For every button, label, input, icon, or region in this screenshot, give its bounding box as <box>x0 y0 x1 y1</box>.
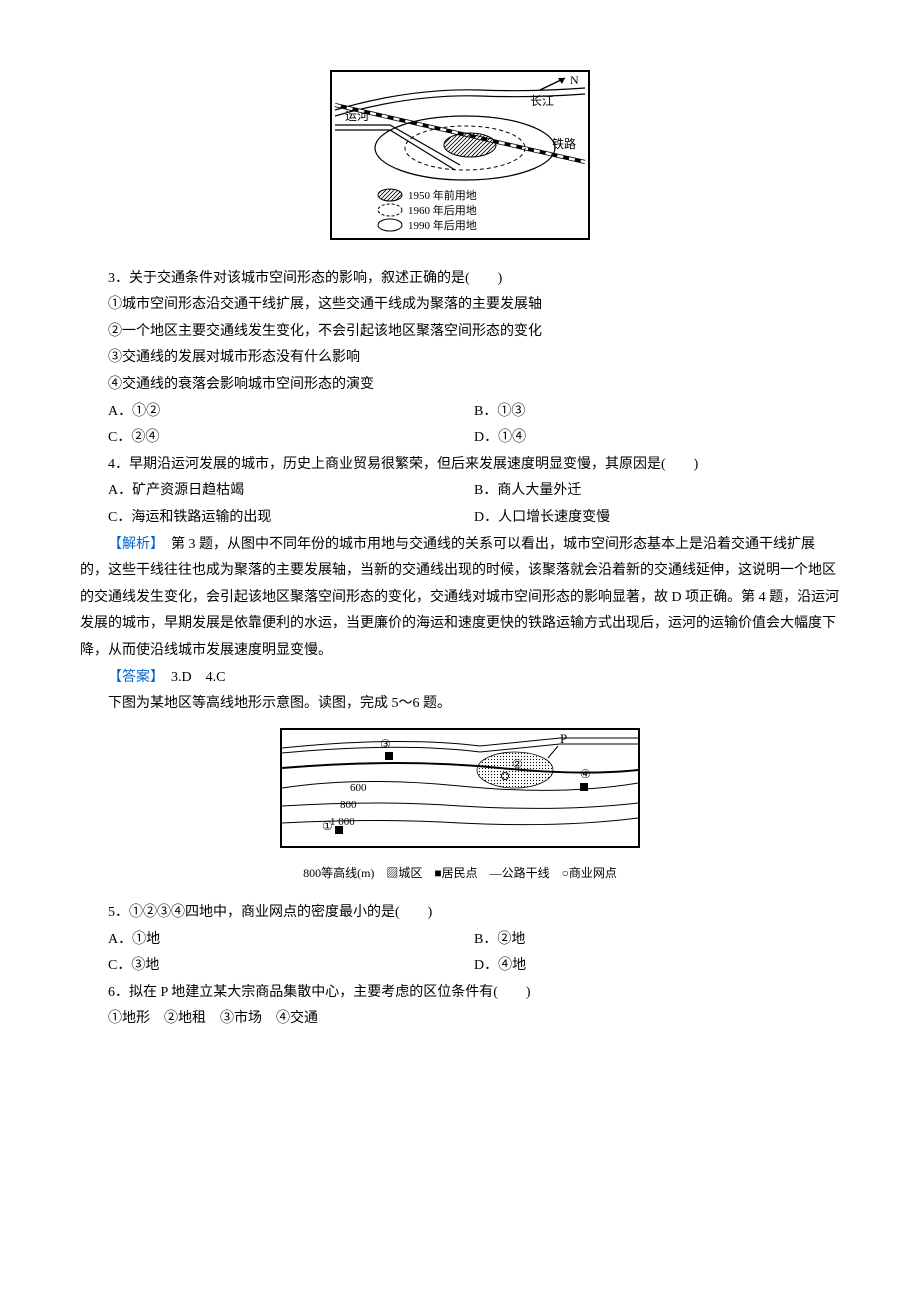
q5-optD: D．④地 <box>474 953 840 980</box>
q3-optB: B．①③ <box>474 399 840 426</box>
svg-text:P: P <box>560 731 567 746</box>
analysis-block: 【解析】 第 3 题，从图中不同年份的城市用地与交通线的关系可以看出，城市空间形… <box>80 532 840 665</box>
q3-s4: ④交通线的衰落会影响城市空间形态的演变 <box>80 372 840 399</box>
answer-label: 【答案】 <box>108 670 157 685</box>
figure-1: N 长江 运河 铁路 <box>80 70 840 251</box>
q3-optD: D．①④ <box>474 425 840 452</box>
q3-options-row2: C．②④ D．①④ <box>80 425 840 452</box>
q6-sub: ①地形 ②地租 ③市场 ④交通 <box>80 1006 840 1033</box>
label-north: N <box>570 73 579 87</box>
label-rail: 铁路 <box>552 136 576 151</box>
legend-1950: 1950 年前用地 <box>408 188 477 202</box>
svg-text:800: 800 <box>340 799 357 811</box>
q4-optB: B．商人大量外迁 <box>474 478 840 505</box>
q5-stem: 5．①②③④四地中，商业网点的密度最小的是( ) <box>80 900 840 927</box>
q4-optD: D．人口增长速度变慢 <box>474 505 840 532</box>
q5-optA: A．①地 <box>108 927 474 954</box>
q3-s3: ③交通线的发展对城市形态没有什么影响 <box>80 345 840 372</box>
q3-optC: C．②④ <box>108 425 474 452</box>
q4-optC: C．海运和铁路运输的出现 <box>108 505 474 532</box>
q4-stem: 4．早期沿运河发展的城市，历史上商业贸易很繁荣，但后来发展速度明显变慢，其原因是… <box>80 452 840 479</box>
analysis-label: 【解析】 <box>108 537 157 552</box>
legend-1990: 1990 年后用地 <box>408 218 477 232</box>
q5-options-row1: A．①地 B．②地 <box>80 927 840 954</box>
answer-block: 【答案】 3.D 4.C <box>80 665 840 692</box>
page-container: N 长江 运河 铁路 <box>0 0 920 1073</box>
q6-stem: 6．拟在 P 地建立某大宗商品集散中心，主要考虑的区位条件有( ) <box>80 980 840 1007</box>
figure-1-svg: N 长江 运河 铁路 <box>330 70 590 240</box>
svg-text:600: 600 <box>350 782 367 794</box>
q3-s2: ②一个地区主要交通线发生变化，不会引起该地区聚落空间形态的变化 <box>80 319 840 346</box>
q3-s1: ①城市空间形态沿交通干线扩展，这些交通干线成为聚落的主要发展轴 <box>80 292 840 319</box>
q5-optB: B．②地 <box>474 927 840 954</box>
q3-options-row1: A．①② B．①③ <box>80 399 840 426</box>
q4-options-row2: C．海运和铁路运输的出现 D．人口增长速度变慢 <box>80 505 840 532</box>
legend-1960: 1960 年后用地 <box>408 203 477 217</box>
q3-stem: 3．关于交通条件对该城市空间形态的影响，叙述正确的是( ) <box>80 266 840 293</box>
svg-text:②: ② <box>512 757 523 771</box>
q3-optA: A．①② <box>108 399 474 426</box>
answer-text: 3.D 4.C <box>157 670 225 685</box>
q4-options-row1: A．矿产资源日趋枯竭 B．商人大量外迁 <box>80 478 840 505</box>
q5-options-row2: C．③地 D．④地 <box>80 953 840 980</box>
figure-2-svg: ① ③ ② ④ P 600 800 1 000 <box>280 728 640 848</box>
q5-optC: C．③地 <box>108 953 474 980</box>
svg-text:③: ③ <box>380 737 391 751</box>
q4-optA: A．矿产资源日趋枯竭 <box>108 478 474 505</box>
analysis-text: 第 3 题，从图中不同年份的城市用地与交通线的关系可以看出，城市空间形态基本上是… <box>80 537 839 658</box>
svg-text:1 000: 1 000 <box>330 816 355 828</box>
label-river: 长江 <box>530 94 554 108</box>
svg-text:④: ④ <box>580 767 591 781</box>
figure-2-legend: 800等高线(m) ▨城区 ■居民点 —公路干线 ○商业网点 <box>80 862 840 885</box>
intro-56: 下图为某地区等高线地形示意图。读图，完成 5～6 题。 <box>80 691 840 718</box>
figure-2: ① ③ ② ④ P 600 800 1 000 800等高线(m) ▨城区 ■居… <box>80 728 840 885</box>
